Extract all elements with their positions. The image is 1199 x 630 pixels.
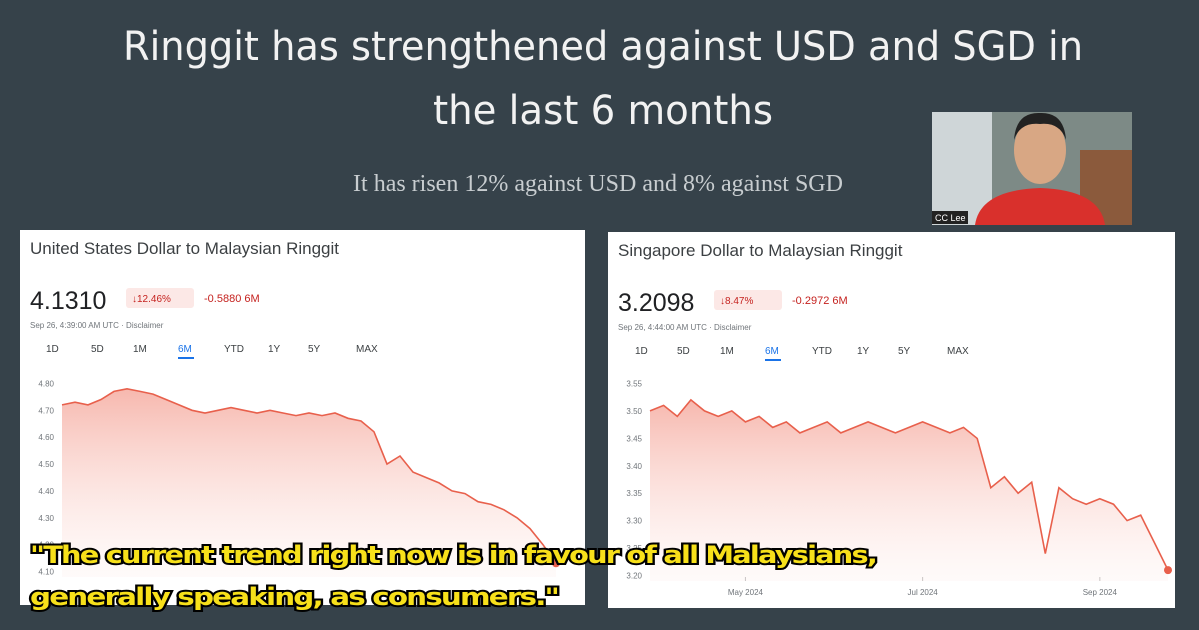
price: 3.2098 (618, 289, 694, 317)
timestamp: Sep 26, 4:44:00 AM UTC · Disclaimer (618, 323, 752, 332)
range-tab: 5Y (308, 344, 321, 355)
range-tab: 5Y (898, 346, 911, 357)
caption: "The current trend right now is in favou… (30, 541, 876, 569)
y-tick-label: 3.35 (626, 489, 642, 498)
range-tab: 5D (677, 346, 690, 357)
webcam: CC Lee (932, 112, 1132, 225)
y-tick-label: 3.20 (626, 572, 642, 581)
chart-title: Singapore Dollar to Malaysian Ringgit (618, 241, 903, 260)
range-tab: 1M (720, 346, 734, 357)
y-tick-label: 3.55 (626, 379, 642, 388)
y-tick-label: 4.40 (38, 487, 54, 496)
y-tick-label: 4.50 (38, 460, 54, 469)
y-tick-label: 4.30 (38, 514, 54, 523)
price: 4.1310 (30, 287, 106, 315)
change-badge (126, 288, 194, 308)
range-tab: MAX (947, 346, 969, 357)
change-pct: ↓12.46% (132, 294, 171, 305)
end-point (552, 559, 560, 568)
range-tab: 1D (635, 346, 648, 357)
y-tick-label: 4.70 (38, 406, 54, 415)
change-badge (714, 290, 782, 310)
chart: Singapore Dollar to Malaysian Ringgit 3.2… (608, 232, 1175, 608)
x-tick-label: May 2024 (728, 588, 764, 597)
y-tick-label: 3.50 (626, 407, 642, 416)
y-tick-label: 4.80 (38, 379, 54, 388)
webcam-label: CC Lee (935, 213, 966, 223)
range-tab: 6M (765, 346, 779, 357)
range-underline (765, 359, 781, 361)
range-tab: 6M (178, 344, 192, 355)
range-tab: YTD (224, 344, 244, 355)
slide-title: Ringgit has strengthened against USD and… (123, 24, 1083, 70)
timestamp: Sep 26, 4:39:00 AM UTC · Disclaimer (30, 321, 164, 330)
area (62, 388, 556, 577)
x-tick-label: Sep 2024 (1083, 588, 1118, 597)
range-tab: 1D (46, 344, 59, 355)
x-tick-label: Jul 2024 (908, 588, 939, 597)
area (650, 399, 1168, 581)
slide-title: the last 6 months (433, 88, 773, 134)
range-tab: 1Y (268, 344, 281, 355)
range-tab: YTD (812, 346, 832, 357)
chart-title: United States Dollar to Malaysian Ringgi… (30, 239, 339, 258)
end-point (1164, 566, 1172, 575)
y-tick-label: 3.30 (626, 517, 642, 526)
y-tick-label: 4.60 (38, 433, 54, 442)
range-tab: 5D (91, 344, 104, 355)
change-pct: ↓8.47% (720, 296, 753, 307)
y-tick-label: 3.40 (626, 462, 642, 471)
range-tab: 1Y (857, 346, 870, 357)
chart: United States Dollar to Malaysian Ringgi… (20, 230, 585, 605)
caption: generally speaking, as consumers." (30, 583, 558, 611)
change: -0.2972 6M (792, 295, 848, 307)
charts: United States Dollar to Malaysian Ringgi… (20, 230, 1175, 608)
y-tick-label: 4.20 (38, 541, 54, 550)
range-underline (178, 357, 194, 359)
range-tab: 1M (133, 344, 147, 355)
y-tick-label: 3.25 (626, 544, 642, 553)
slide-subtitle: It has risen 12% against USD and 8% agai… (353, 171, 843, 197)
change: -0.5880 6M (204, 293, 260, 305)
y-tick-label: 4.10 (38, 568, 54, 577)
y-tick-label: 3.45 (626, 434, 642, 443)
range-tab: MAX (356, 344, 378, 355)
line (649, 398, 1169, 571)
line (61, 387, 557, 564)
